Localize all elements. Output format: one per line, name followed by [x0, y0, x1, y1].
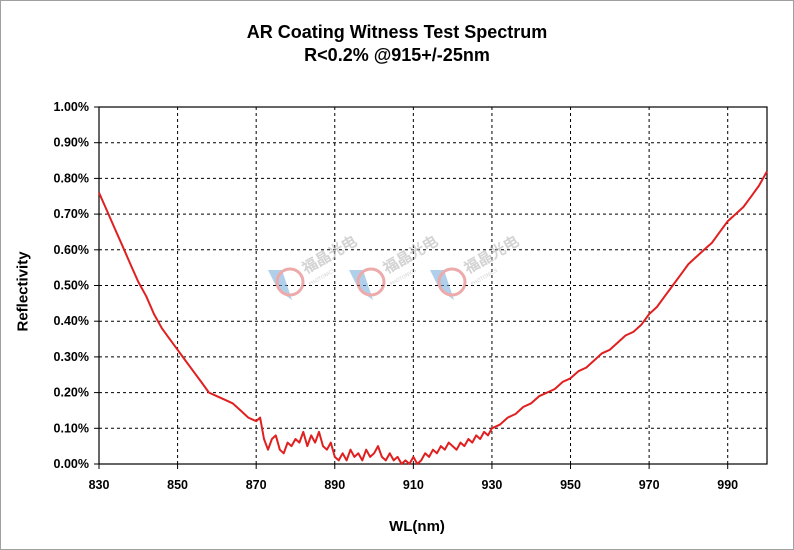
watermark-blue-wing — [430, 270, 454, 300]
y-tick-label: 0.00% — [54, 457, 89, 471]
watermark-blue-wing — [268, 270, 292, 300]
x-tick-label: 930 — [482, 478, 503, 492]
x-tick-label: 830 — [89, 478, 110, 492]
x-tick-labels: 830 850 870 890 910 930 950 970 990 — [89, 478, 739, 492]
x-tick-label: 950 — [560, 478, 581, 492]
y-tick-label: 0.40% — [54, 314, 89, 328]
y-tick-label: 0.10% — [54, 421, 89, 435]
x-tick-label: 990 — [717, 478, 738, 492]
x-tick-label: 850 — [167, 478, 188, 492]
watermark-red-ring — [356, 267, 386, 297]
grid-lines — [99, 107, 767, 464]
plot-border — [98, 106, 768, 465]
reflectivity-line — [98, 170, 768, 465]
watermark-red-ring — [437, 267, 467, 297]
y-tick-label: 0.80% — [54, 171, 89, 185]
x-tick-label: 890 — [324, 478, 345, 492]
y-tick-label: 0.60% — [54, 243, 89, 257]
x-tick-label: 910 — [403, 478, 424, 492]
watermark-red-ring — [275, 267, 305, 297]
y-tick-labels: 0.00% 0.10% 0.20% 0.30% 0.40% 0.50% 0.60% 0.70%… — [54, 100, 89, 471]
watermark-blue-wing — [349, 270, 373, 300]
plot-area-border — [94, 106, 768, 469]
x-axis-label: WL(nm) — [389, 518, 445, 535]
x-tick-label: 970 — [639, 478, 660, 492]
y-tick-label: 0.70% — [54, 207, 89, 221]
chart-title: AR Coating Witness Test Spectrum — [246, 22, 548, 42]
y-tick-label: 1.00% — [54, 100, 89, 114]
y-tick-label: 0.50% — [54, 279, 89, 293]
x-tick-label: 870 — [246, 478, 267, 492]
y-tick-label: 0.90% — [54, 136, 89, 150]
y-tick-label: 0.30% — [54, 350, 89, 364]
chart-subtitle: R<0.2% @915+/-25nm — [304, 45, 490, 65]
y-tick-label: 0.20% — [54, 386, 89, 400]
data-series — [98, 170, 768, 465]
